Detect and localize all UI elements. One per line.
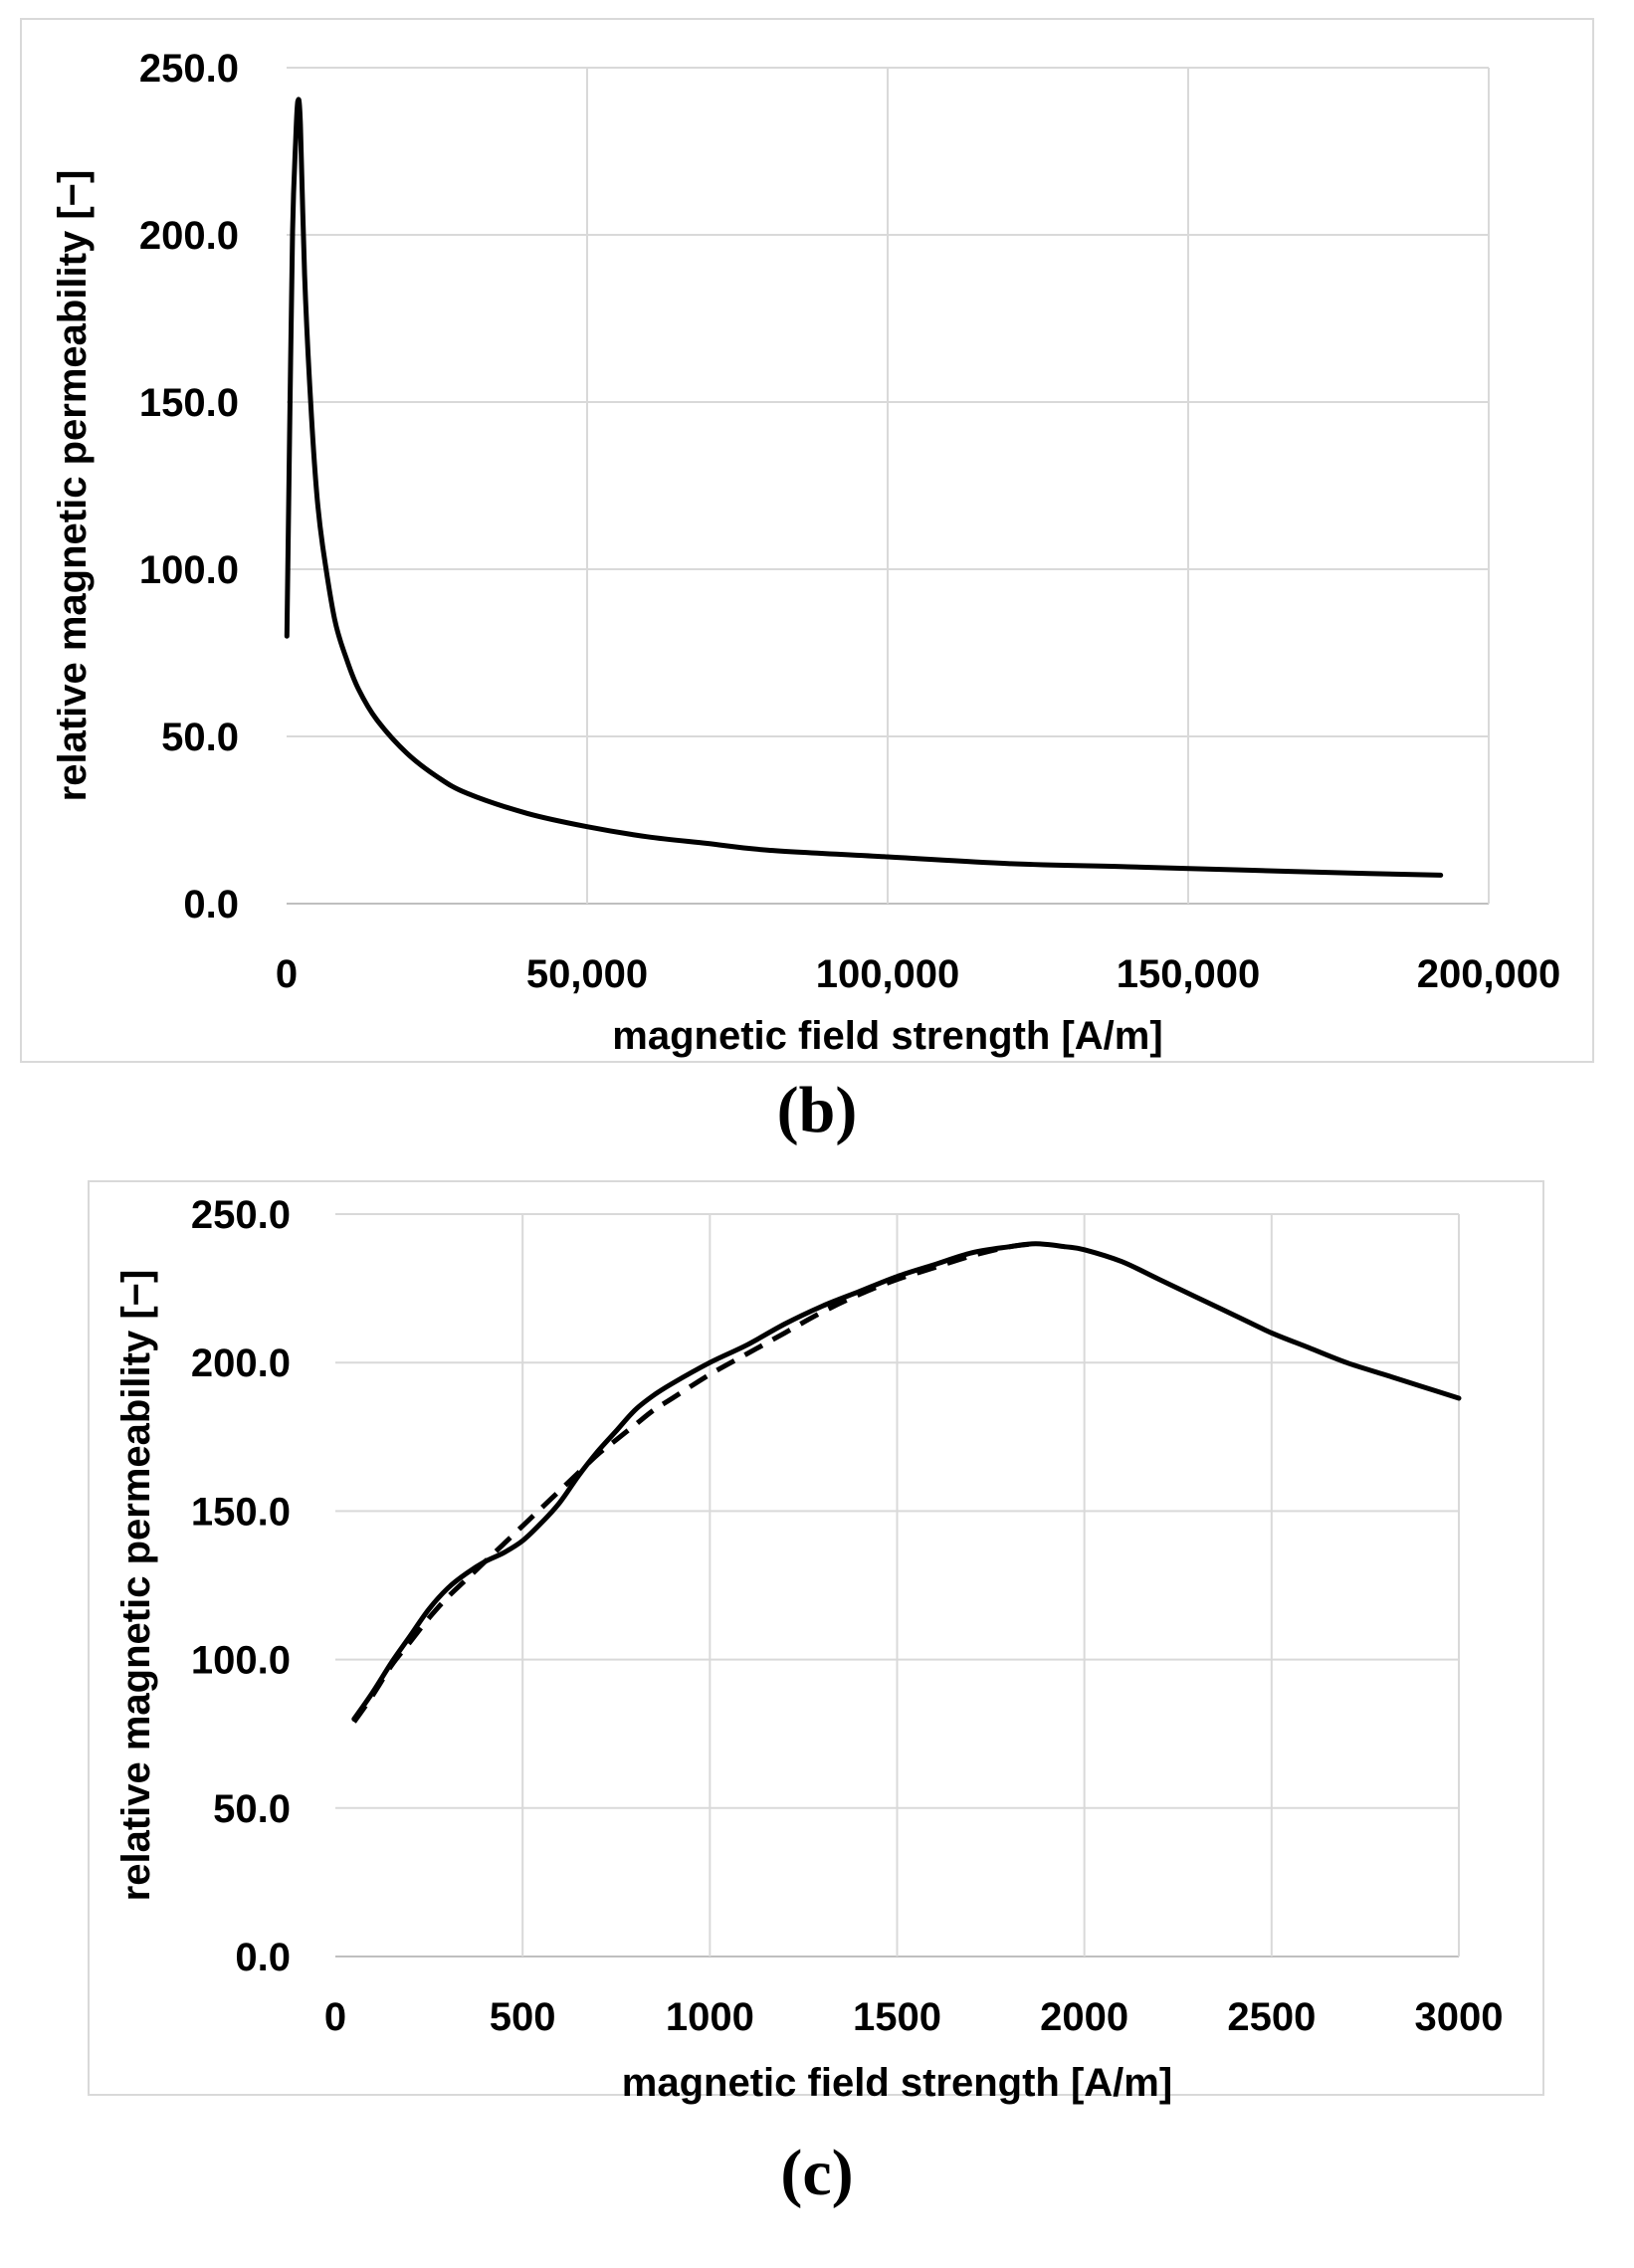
x-tick-label: 0: [324, 1995, 346, 2039]
y-tick-label: 50.0: [213, 1787, 291, 1831]
x-tick-label: 3000: [1415, 1995, 1504, 2039]
series-line: [284, 97, 1444, 878]
y-axis-title: relative magnetic permeability [−]: [114, 1270, 158, 1902]
x-tick-label: 100,000: [816, 952, 960, 996]
y-tick-label: 250.0: [191, 1193, 291, 1237]
x-tick-label: 150,000: [1117, 952, 1261, 996]
x-tick-label: 1000: [666, 1995, 754, 2039]
x-axis-title: magnetic field strength [A/m]: [622, 2061, 1172, 2105]
chart-b: 0.0 50.0 100.0 150.0 200.0 250.0 0 50,000 100,00…: [51, 47, 1561, 1058]
y-tick-label: 150.0: [191, 1490, 291, 1534]
series-line-dashed: [351, 1241, 1036, 1724]
y-tick-label: 200.0: [191, 1341, 291, 1385]
x-tick-label: 0: [276, 952, 298, 996]
y-tick-label: 100.0: [191, 1639, 291, 1683]
x-tick-label: 50,000: [526, 952, 648, 996]
x-tick-label: 500: [490, 1995, 556, 2039]
y-tick-label: 250.0: [139, 47, 239, 91]
y-tick-label: 100.0: [139, 548, 239, 592]
y-tick-label: 200.0: [139, 214, 239, 258]
panel-b-frame: [20, 18, 1594, 1063]
x-axis-title: magnetic field strength [A/m]: [612, 1014, 1162, 1058]
x-tick-label: 200,000: [1417, 952, 1561, 996]
y-tick-label: 150.0: [139, 381, 239, 425]
x-tick-label: 1500: [853, 1995, 941, 2039]
y-axis-title: relative magnetic permeability [−]: [51, 170, 95, 802]
series-line: [351, 1241, 1462, 1722]
x-tick-label: 2000: [1040, 1995, 1128, 2039]
x-tick-label: 2500: [1227, 1995, 1316, 2039]
panel-b-label: (b): [776, 1074, 858, 1146]
y-tick-label: 0.0: [183, 883, 239, 927]
panel-c-label: (c): [780, 2137, 854, 2209]
y-tick-label: 0.0: [235, 1936, 291, 1979]
y-tick-label: 50.0: [161, 716, 239, 759]
panel-c-frame: [88, 1180, 1544, 2096]
